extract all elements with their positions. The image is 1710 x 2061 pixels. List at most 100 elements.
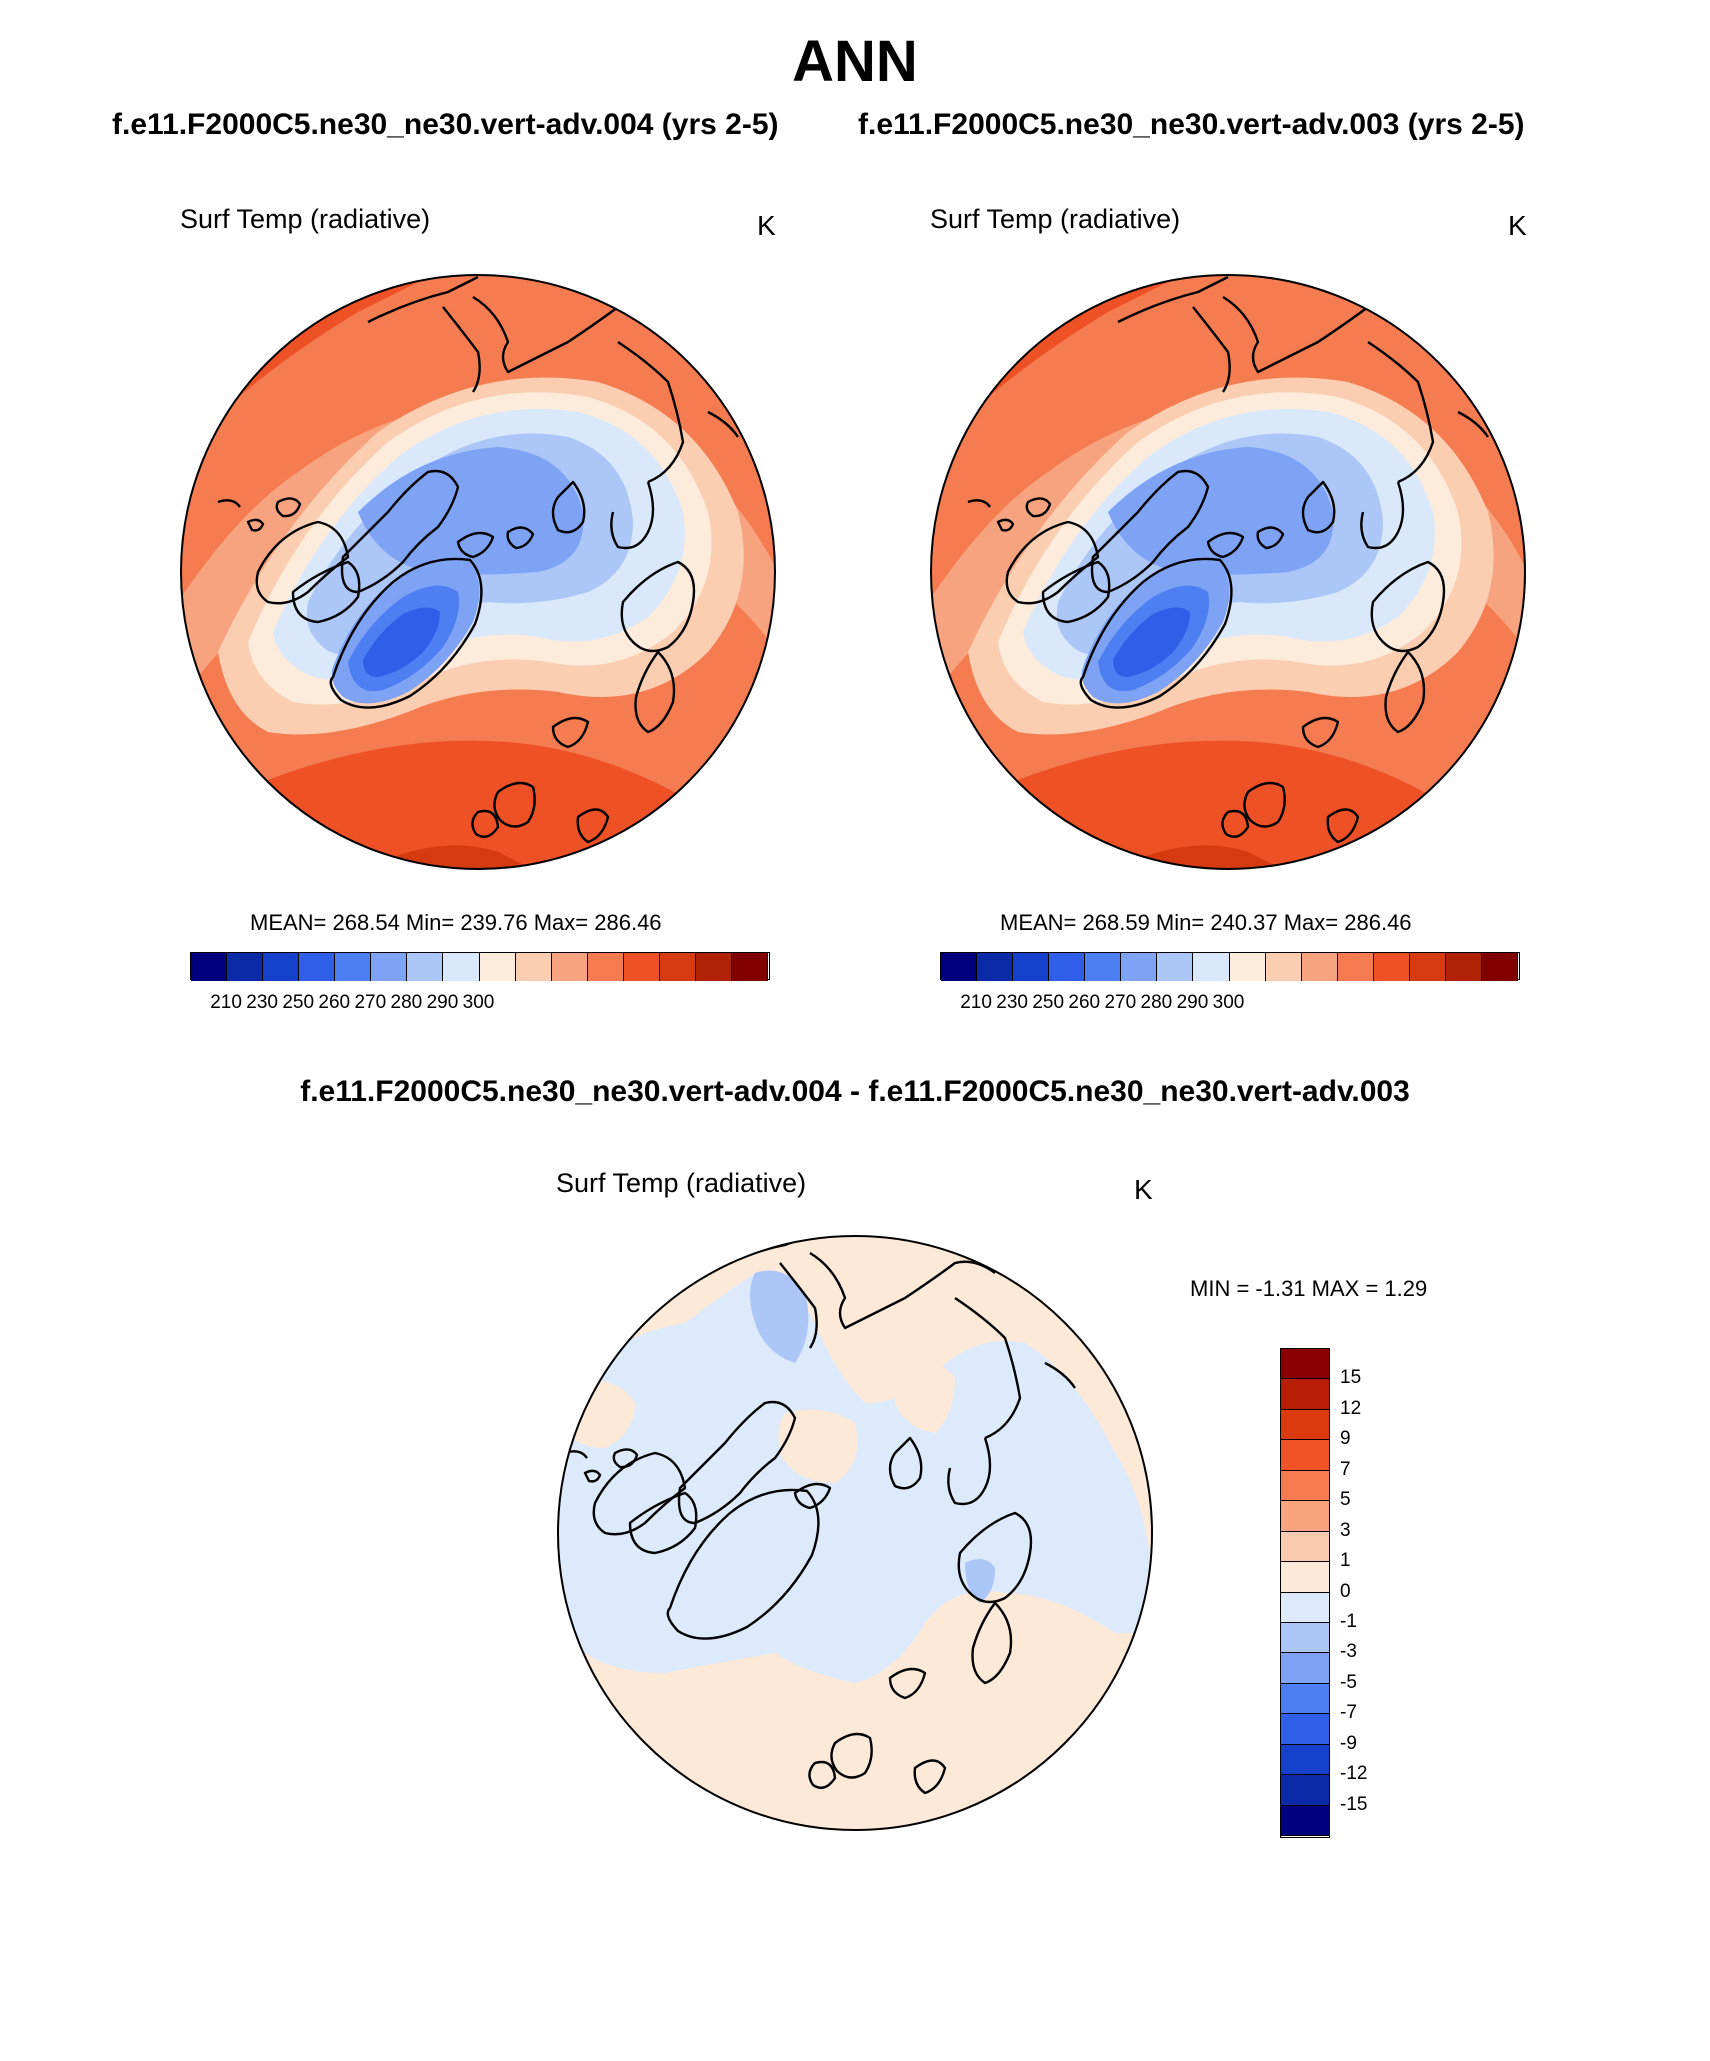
right-units-label: K bbox=[1508, 210, 1527, 241]
left-colorbar-tick-label: 300 bbox=[462, 992, 495, 1013]
left-colorbar-tick-label: 270 bbox=[354, 992, 387, 1013]
right-colorbar-cell bbox=[1301, 953, 1338, 981]
diff-stats: MIN = -1.31 MAX = 1.29 bbox=[1190, 1276, 1428, 1301]
left-colorbar-cell bbox=[551, 953, 588, 981]
difference-colorbar-tick-label: 0 bbox=[1340, 1580, 1351, 1602]
left-colorbar-labels: 210 230 250 260 270 280 290 300 bbox=[190, 992, 770, 1018]
left-colorbar-cell bbox=[371, 953, 408, 981]
right-colorbar-cell bbox=[1445, 953, 1482, 981]
left-colorbar-cell bbox=[443, 953, 480, 981]
right-colorbar bbox=[940, 952, 1520, 981]
right-colorbar-cell bbox=[1409, 953, 1446, 981]
left-colorbar-tick-label: 250 bbox=[282, 992, 315, 1013]
right-colorbar-cell bbox=[977, 953, 1014, 981]
left-colorbar-tick-label: 210 bbox=[210, 992, 242, 1013]
difference-colorbar-tick-label: 9 bbox=[1340, 1428, 1351, 1450]
left-colorbar-cell bbox=[263, 953, 300, 981]
right-colorbar-tick-label: 230 bbox=[996, 992, 1028, 1013]
difference-colorbar-tick-label: 15 bbox=[1340, 1367, 1362, 1389]
difference-colorbar-tick-label: -5 bbox=[1340, 1671, 1357, 1693]
left-colorbar-tick-label: 230 bbox=[246, 992, 278, 1013]
difference-colorbar-tick-label: 5 bbox=[1340, 1489, 1351, 1511]
difference-colorbar-cell bbox=[1281, 1562, 1329, 1593]
difference-colorbar-cell bbox=[1281, 1744, 1329, 1776]
right-colorbar-cell bbox=[941, 953, 978, 981]
right-colorbar-tick-label: 250 bbox=[1032, 992, 1065, 1013]
right-colorbar-cell bbox=[1157, 953, 1194, 981]
diff-units-label: K bbox=[1134, 1174, 1153, 1205]
difference-colorbar-labels: 15 12 9 7 5 3 1 0 -1 -3 -5 -7 -9 -12 -15 bbox=[1340, 1348, 1420, 1838]
difference-colorbar-cell bbox=[1281, 1805, 1329, 1836]
right-colorbar-cell bbox=[1229, 953, 1266, 981]
right-colorbar-cell bbox=[1085, 953, 1122, 981]
difference-colorbar-cell bbox=[1281, 1714, 1329, 1745]
right-polar-map bbox=[930, 274, 1526, 870]
right-colorbar-cell bbox=[1373, 953, 1410, 981]
difference-colorbar-tick-label: 1 bbox=[1340, 1550, 1351, 1572]
right-colorbar-cell bbox=[1049, 953, 1086, 981]
difference-polar-map bbox=[557, 1235, 1153, 1831]
left-colorbar-cell bbox=[191, 953, 228, 981]
left-colorbar-cell bbox=[407, 953, 444, 981]
plot-title: ANN bbox=[792, 29, 918, 94]
left-units-label: K bbox=[757, 210, 776, 241]
difference-colorbar-cell bbox=[1281, 1775, 1329, 1806]
right-colorbar-tick-label: 210 bbox=[960, 992, 992, 1013]
difference-colorbar-tick-label: 7 bbox=[1340, 1458, 1351, 1480]
left-colorbar-cell bbox=[695, 953, 732, 981]
difference-colorbar-cell bbox=[1281, 1592, 1329, 1623]
right-colorbar-cell bbox=[1265, 953, 1302, 981]
left-colorbar-cell bbox=[623, 953, 660, 981]
left-colorbar-cell bbox=[335, 953, 372, 981]
difference-colorbar-cell bbox=[1281, 1622, 1329, 1654]
right-colorbar-tick-label: 260 bbox=[1068, 992, 1101, 1013]
difference-colorbar bbox=[1280, 1348, 1330, 1838]
difference-colorbar-cell bbox=[1281, 1409, 1329, 1441]
right-colorbar-cell bbox=[1013, 953, 1050, 981]
difference-title: f.e11.F2000C5.ne30_ne30.vert-adv.004 - f… bbox=[300, 1075, 1410, 1108]
right-colorbar-cell bbox=[1481, 953, 1518, 981]
right-colorbar-tick-label: 290 bbox=[1176, 992, 1209, 1013]
left-colorbar-tick-label: 290 bbox=[426, 992, 459, 1013]
difference-colorbar-tick-label: 12 bbox=[1340, 1397, 1362, 1419]
difference-colorbar-tick-label: -1 bbox=[1340, 1610, 1357, 1632]
left-colorbar bbox=[190, 952, 770, 981]
left-colorbar-cell bbox=[515, 953, 552, 981]
difference-colorbar-cell bbox=[1281, 1379, 1329, 1410]
right-colorbar-tick-label: 270 bbox=[1104, 992, 1137, 1013]
difference-colorbar-tick-label: -9 bbox=[1340, 1732, 1357, 1754]
right-colorbar-tick-label: 300 bbox=[1212, 992, 1245, 1013]
difference-colorbar-cell bbox=[1281, 1440, 1329, 1471]
difference-colorbar-tick-label: -12 bbox=[1340, 1763, 1368, 1785]
right-variable-label: Surf Temp (radiative) bbox=[930, 204, 1181, 234]
difference-colorbar-tick-label: -15 bbox=[1340, 1793, 1368, 1815]
left-polar-map bbox=[180, 274, 776, 870]
right-colorbar-labels: 210 230 250 260 270 280 290 300 bbox=[940, 992, 1520, 1018]
right-case-name: f.e11.F2000C5.ne30_ne30.vert-adv.003 (yr… bbox=[858, 108, 1525, 141]
difference-colorbar-cell bbox=[1281, 1653, 1329, 1684]
left-stats: MEAN= 268.54 Min= 239.76 Max= 286.46 bbox=[250, 910, 662, 935]
right-stats: MEAN= 268.59 Min= 240.37 Max= 286.46 bbox=[1000, 910, 1412, 935]
difference-colorbar-tick-label: -7 bbox=[1340, 1702, 1357, 1724]
left-colorbar-cell bbox=[587, 953, 624, 981]
left-case-name: f.e11.F2000C5.ne30_ne30.vert-adv.004 (yr… bbox=[112, 108, 779, 141]
left-colorbar-cell bbox=[227, 953, 264, 981]
left-colorbar-tick-label: 260 bbox=[318, 992, 351, 1013]
left-colorbar-cell bbox=[659, 953, 696, 981]
difference-colorbar-cell bbox=[1281, 1531, 1329, 1563]
difference-colorbar-tick-label: 3 bbox=[1340, 1519, 1351, 1541]
left-colorbar-tick-label: 280 bbox=[390, 992, 423, 1013]
right-colorbar-cell bbox=[1193, 953, 1230, 981]
difference-colorbar-cell bbox=[1281, 1501, 1329, 1532]
left-colorbar-cell bbox=[479, 953, 516, 981]
right-colorbar-cell bbox=[1337, 953, 1374, 981]
right-colorbar-cell bbox=[1121, 953, 1158, 981]
difference-colorbar-cell bbox=[1281, 1470, 1329, 1502]
left-variable-label: Surf Temp (radiative) bbox=[180, 204, 431, 234]
difference-colorbar-cell bbox=[1281, 1683, 1329, 1715]
left-colorbar-cell bbox=[299, 953, 336, 981]
left-colorbar-cell bbox=[731, 953, 768, 981]
diff-variable-label: Surf Temp (radiative) bbox=[556, 1168, 807, 1198]
difference-colorbar-cell bbox=[1281, 1349, 1329, 1380]
right-colorbar-tick-label: 280 bbox=[1140, 992, 1173, 1013]
